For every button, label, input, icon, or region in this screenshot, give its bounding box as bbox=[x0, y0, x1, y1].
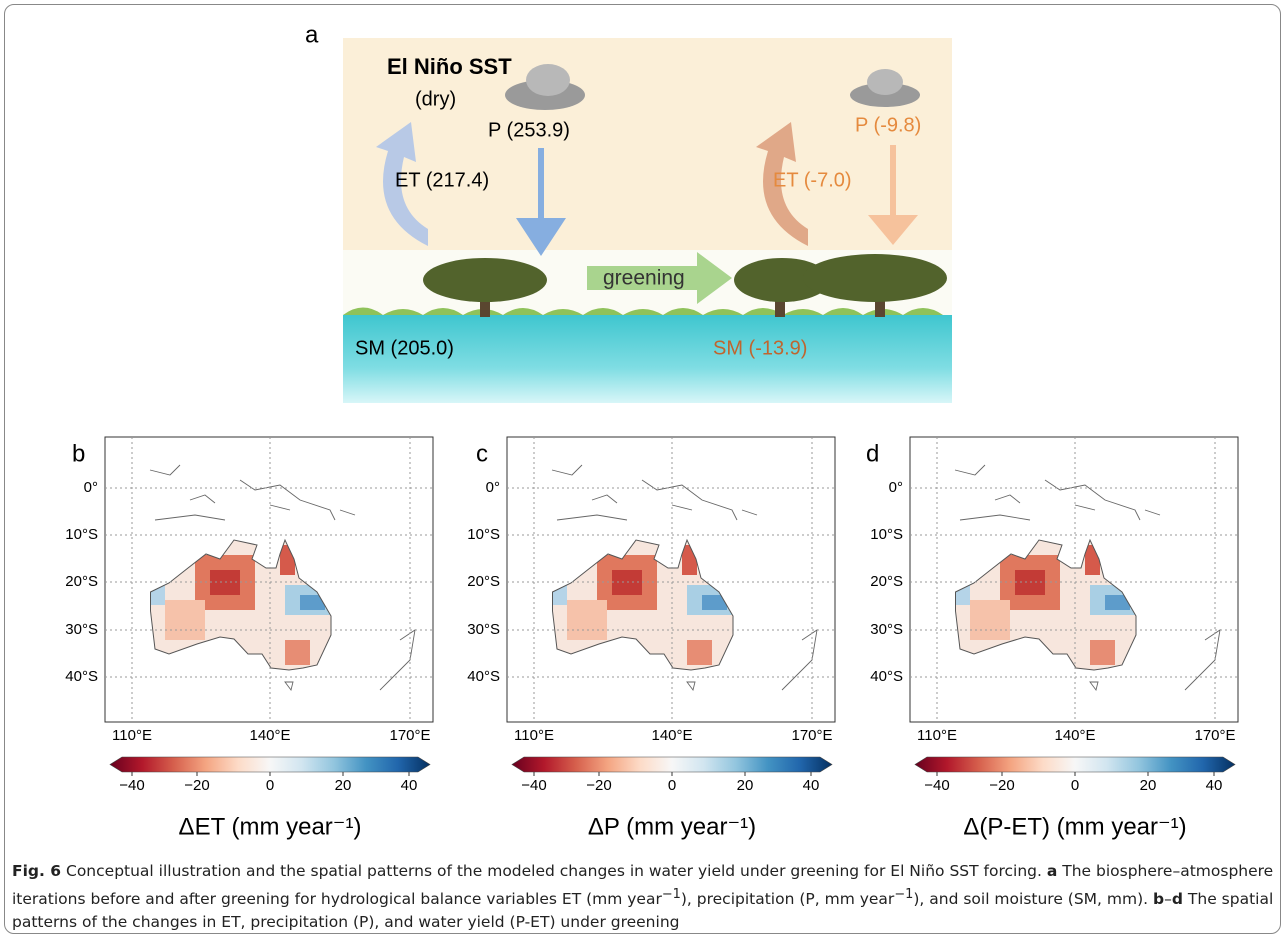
precip-arrow bbox=[516, 148, 566, 256]
colorbar-tick-label: 0 bbox=[668, 777, 676, 794]
lat-tick-label: 0° bbox=[889, 479, 903, 496]
colorbar-tick-label: −40 bbox=[924, 777, 949, 794]
after-sm: SM (-13.9) bbox=[713, 337, 807, 359]
clouds bbox=[505, 64, 920, 110]
action-label: greening bbox=[603, 267, 685, 290]
lat-tick-label: 30°S bbox=[467, 621, 500, 638]
atmosphere bbox=[343, 38, 952, 250]
lat-tick-label: 20°S bbox=[870, 573, 903, 590]
lat-tick-label: 20°S bbox=[65, 573, 98, 590]
before-p: P (253.9) bbox=[488, 119, 570, 141]
colorbar-tick-label: −40 bbox=[119, 777, 144, 794]
caption: Fig. 6 Conceptual illustration and the s… bbox=[12, 860, 1277, 934]
lon-tick-label: 140°E bbox=[651, 727, 692, 744]
colorbar-tick-label: −40 bbox=[521, 777, 546, 794]
lon-tick-label: 110°E bbox=[112, 727, 152, 744]
caption-text: Conceptual illustration and the spatial … bbox=[61, 862, 1047, 880]
caption-text: The biosphere–atmosphere iterations befo… bbox=[12, 862, 1274, 909]
lat-tick-label: 40°S bbox=[870, 668, 903, 685]
lat-tick-label: 0° bbox=[486, 479, 500, 496]
colorbar-tick-label: −20 bbox=[989, 777, 1014, 794]
colorbar-tick-label: 20 bbox=[1140, 777, 1157, 794]
colorbar-tick-label: 20 bbox=[737, 777, 754, 794]
lon-tick-label: 170°E bbox=[791, 727, 832, 744]
map-title: ΔP (mm year⁻¹) bbox=[588, 813, 756, 840]
et-arrow bbox=[376, 122, 428, 246]
map-panel: 0° 10°S 20°S 30°S 40°S 110°E 140°E 170°E −40 −20 0… bbox=[467, 436, 836, 840]
colorbar-tick-label: −20 bbox=[184, 777, 209, 794]
panel-label: c bbox=[476, 440, 488, 467]
greening-arrow bbox=[587, 252, 732, 304]
caption-text: – bbox=[1164, 890, 1172, 909]
precip-arrow bbox=[868, 145, 918, 245]
colorbar-tick-label: 20 bbox=[335, 777, 352, 794]
lat-tick-label: 10°S bbox=[467, 526, 500, 543]
colorbar-tick-label: 40 bbox=[1206, 777, 1223, 794]
panel-label: b bbox=[72, 440, 85, 467]
before-sm: SM (205.0) bbox=[355, 337, 454, 359]
lon-tick-label: 140°E bbox=[1054, 727, 1095, 744]
map-panel: 0° 10°S 20°S 30°S 40°S 110°E 140°E 170°E −40 −20 0… bbox=[65, 436, 434, 840]
lon-tick-label: 110°E bbox=[514, 727, 554, 744]
caption-text: −1 bbox=[661, 887, 681, 902]
figure-frame bbox=[4, 4, 1281, 934]
panel-label: d bbox=[866, 440, 879, 467]
colorbar-tick-label: −20 bbox=[586, 777, 611, 794]
soil-water bbox=[343, 315, 952, 403]
grass bbox=[343, 307, 952, 315]
caption-text: a bbox=[1046, 862, 1058, 880]
lat-tick-label: 30°S bbox=[870, 621, 903, 638]
map-panel: 0° 10°S 20°S 30°S 40°S 110°E 140°E 170°E −40 −20 0… bbox=[870, 436, 1239, 840]
lon-tick-label: 170°E bbox=[389, 727, 430, 744]
colorbar bbox=[914, 756, 1236, 773]
lat-tick-label: 40°S bbox=[65, 668, 98, 685]
lon-tick-label: 110°E bbox=[917, 727, 957, 744]
caption-text: ), and soil moisture (SM, mm). bbox=[913, 890, 1154, 909]
colorbar-tick-label: 0 bbox=[1071, 777, 1079, 794]
map-title: Δ(P-ET) (mm year⁻¹) bbox=[963, 813, 1186, 840]
figure: a El Niño SST (dry) P (253.9) ET (217.4)… bbox=[65, 21, 1239, 840]
lon-tick-label: 140°E bbox=[249, 727, 290, 744]
caption-text: The spatial patterns of the changes in E… bbox=[12, 890, 1274, 932]
scenario-condition: (dry) bbox=[415, 88, 456, 110]
lat-tick-label: 10°S bbox=[870, 526, 903, 543]
before-et: ET (217.4) bbox=[395, 169, 489, 191]
et-arrow bbox=[756, 122, 808, 246]
caption-text: d bbox=[1171, 890, 1183, 909]
scenario-title: El Niño SST bbox=[387, 54, 512, 79]
lat-tick-label: 0° bbox=[84, 479, 98, 496]
colorbar-tick-label: 40 bbox=[401, 777, 418, 794]
trees bbox=[423, 254, 947, 317]
caption-text: −1 bbox=[894, 887, 914, 902]
after-p: P (-9.8) bbox=[855, 114, 921, 136]
lat-tick-label: 30°S bbox=[65, 621, 98, 638]
colorbar bbox=[511, 756, 833, 773]
lon-tick-label: 170°E bbox=[1194, 727, 1235, 744]
after-et: ET (-7.0) bbox=[773, 169, 852, 191]
lat-tick-label: 40°S bbox=[467, 668, 500, 685]
caption-text: ), precipitation (P, mm year bbox=[680, 890, 895, 909]
panel-label: a bbox=[305, 21, 319, 48]
map-title: ΔET (mm year⁻¹) bbox=[179, 813, 362, 840]
colorbar-tick-label: 0 bbox=[266, 777, 274, 794]
colorbar bbox=[109, 756, 431, 773]
caption-text: b bbox=[1153, 890, 1165, 909]
colorbar-tick-label: 40 bbox=[803, 777, 820, 794]
lat-tick-label: 10°S bbox=[65, 526, 98, 543]
lat-tick-label: 20°S bbox=[467, 573, 500, 590]
caption-text: Fig. 6 bbox=[12, 862, 62, 880]
